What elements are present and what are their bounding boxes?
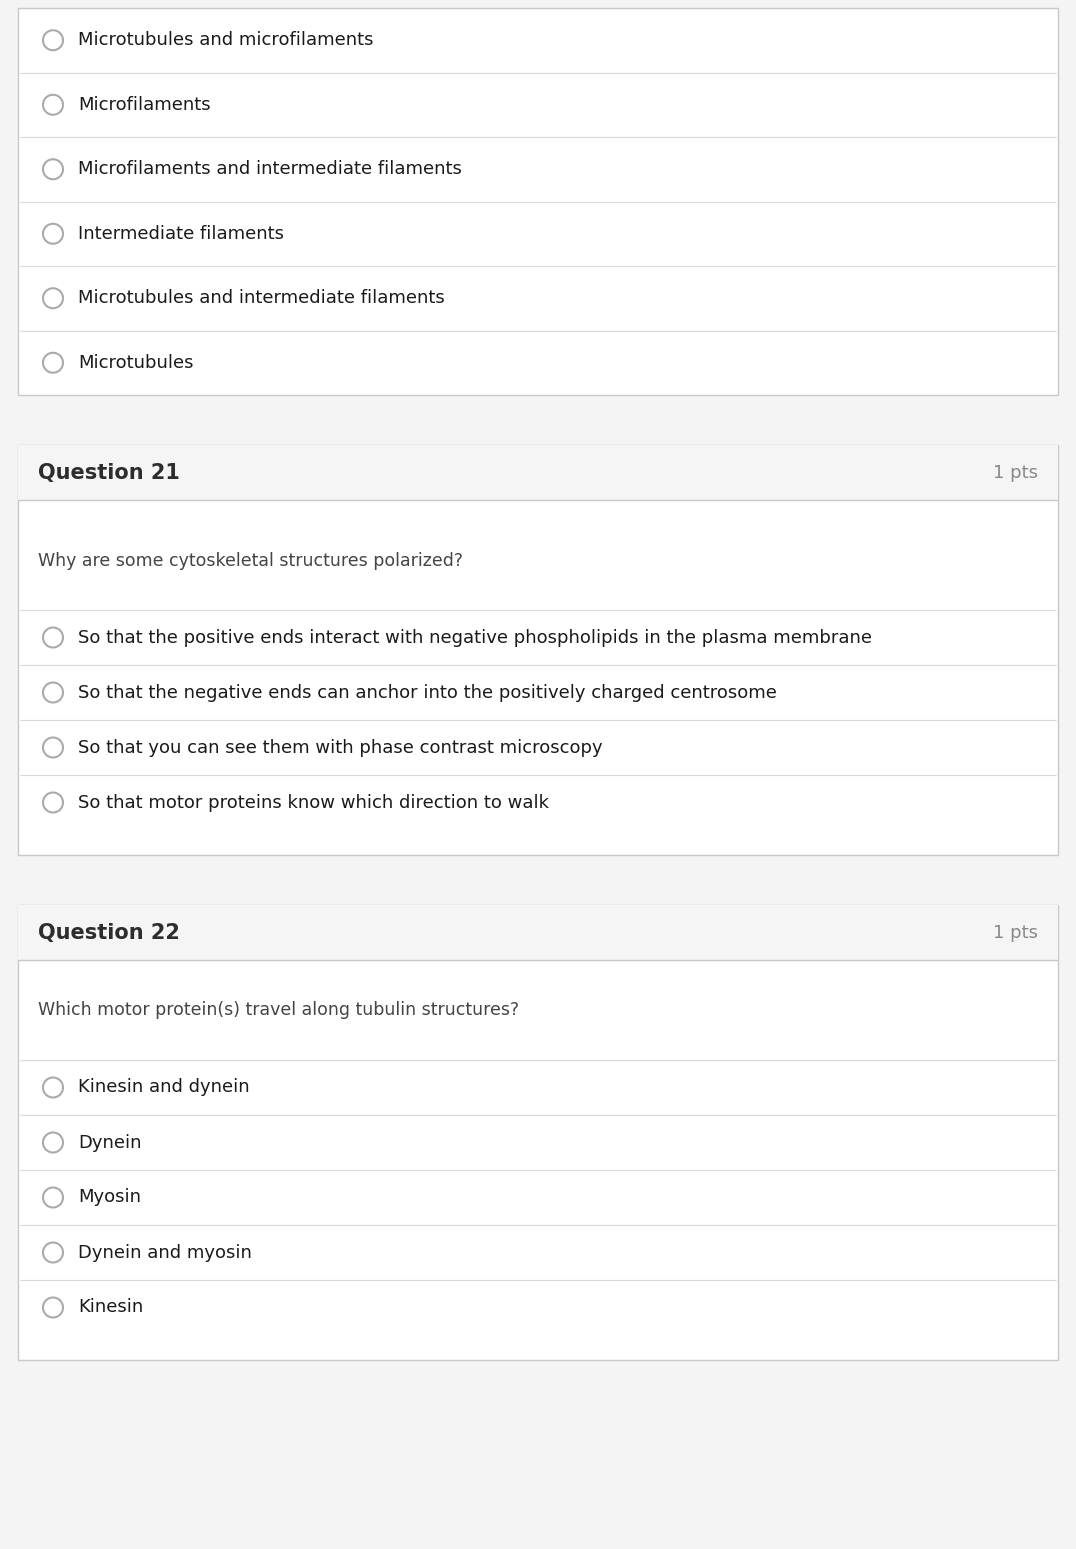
FancyBboxPatch shape	[18, 445, 1058, 500]
Text: Question 21: Question 21	[38, 463, 180, 482]
FancyBboxPatch shape	[18, 905, 1058, 1360]
Text: Microfilaments and intermediate filaments: Microfilaments and intermediate filament…	[77, 160, 462, 178]
FancyBboxPatch shape	[18, 445, 1058, 855]
Text: Kinesin: Kinesin	[77, 1298, 143, 1317]
Text: Why are some cytoskeletal structures polarized?: Why are some cytoskeletal structures pol…	[38, 551, 463, 570]
Text: Which motor protein(s) travel along tubulin structures?: Which motor protein(s) travel along tubu…	[38, 1001, 519, 1019]
Text: Dynein: Dynein	[77, 1134, 142, 1151]
Text: So that the positive ends interact with negative phospholipids in the plasma mem: So that the positive ends interact with …	[77, 629, 872, 646]
Text: So that you can see them with phase contrast microscopy: So that you can see them with phase cont…	[77, 739, 603, 756]
Text: Kinesin and dynein: Kinesin and dynein	[77, 1078, 250, 1097]
Text: Microfilaments: Microfilaments	[77, 96, 211, 113]
Text: Question 22: Question 22	[38, 923, 180, 942]
Text: Dynein and myosin: Dynein and myosin	[77, 1244, 252, 1261]
Text: So that the negative ends can anchor into the positively charged centrosome: So that the negative ends can anchor int…	[77, 683, 777, 702]
FancyBboxPatch shape	[18, 905, 1058, 960]
Text: Microtubules and microfilaments: Microtubules and microfilaments	[77, 31, 373, 50]
Text: Intermediate filaments: Intermediate filaments	[77, 225, 284, 243]
Text: So that motor proteins know which direction to walk: So that motor proteins know which direct…	[77, 793, 549, 812]
Text: 1 pts: 1 pts	[993, 463, 1038, 482]
Text: Myosin: Myosin	[77, 1188, 141, 1207]
Text: Microtubules: Microtubules	[77, 353, 194, 372]
Text: 1 pts: 1 pts	[993, 923, 1038, 942]
FancyBboxPatch shape	[18, 8, 1058, 395]
Text: Microtubules and intermediate filaments: Microtubules and intermediate filaments	[77, 290, 444, 307]
